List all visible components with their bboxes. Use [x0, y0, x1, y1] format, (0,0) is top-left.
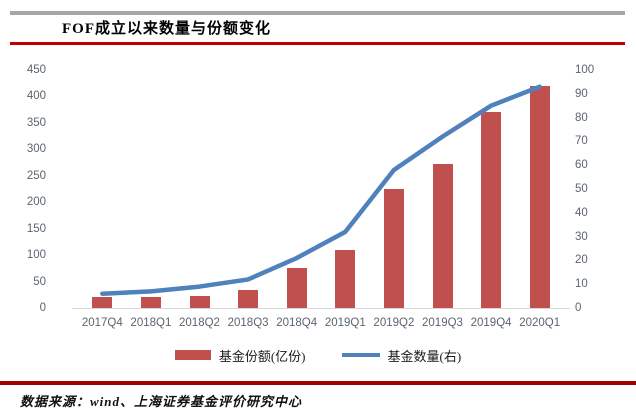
- right-axis-tick: 40: [575, 206, 588, 219]
- x-axis-tick: 2017Q4: [81, 317, 123, 329]
- left-axis-tick: 250: [26, 169, 46, 182]
- bar-2018Q1: [140, 297, 161, 308]
- left-axis-tick: 400: [26, 90, 46, 103]
- x-axis-tick: 2019Q3: [422, 317, 463, 329]
- x-axis-tick: 2018Q1: [130, 317, 172, 329]
- right-axis-tick: 0: [575, 302, 582, 314]
- x-axis-tick: 2018Q2: [179, 317, 220, 329]
- bar-2017Q4: [92, 296, 113, 308]
- right-axis-tick: 50: [575, 183, 588, 195]
- right-axis-tick: 80: [575, 111, 588, 124]
- right-axis-tick: 100: [575, 64, 595, 76]
- left-axis-tick: 150: [26, 222, 46, 235]
- left-axis-tick: 0: [39, 302, 46, 314]
- bar-2018Q3: [238, 290, 259, 308]
- x-axis-tick: 2019Q2: [373, 317, 415, 329]
- x-axis-baseline: [72, 308, 570, 309]
- right-axis-tick: 90: [575, 87, 588, 100]
- top-gray-rule: [10, 11, 625, 15]
- x-axis-tick: 2019Q4: [470, 317, 512, 329]
- x-axis-tick: 2018Q4: [276, 317, 318, 329]
- bar-2018Q2: [189, 295, 210, 308]
- chart-title: FOF成立以来数量与份额变化: [62, 21, 271, 37]
- bar-2019Q2: [383, 189, 404, 308]
- bar-2019Q3: [432, 164, 453, 308]
- line-series: [100, 84, 542, 296]
- bar-2019Q4: [481, 112, 502, 308]
- bar-2019Q1: [335, 249, 356, 308]
- line-series-swatch: [341, 353, 380, 357]
- x-axis-tick: 2020Q1: [519, 317, 561, 329]
- left-axis-tick: 450: [26, 64, 46, 76]
- bar-series-swatch: [174, 350, 211, 360]
- title-underline-rule: [10, 42, 625, 45]
- bar-series-label: 基金份额(亿份): [218, 348, 306, 364]
- left-axis-tick: 100: [26, 249, 46, 262]
- right-axis-tick: 70: [575, 135, 588, 148]
- bar-2020Q1: [529, 85, 550, 308]
- line-series-label: 基金数量(右): [387, 348, 462, 364]
- bar-2018Q4: [286, 268, 307, 308]
- x-axis-tick: 2018Q3: [227, 317, 269, 329]
- left-axis-tick: 300: [26, 143, 46, 156]
- left-axis-tick: 200: [26, 196, 46, 209]
- right-axis-tick: 10: [575, 278, 588, 291]
- right-axis-tick: 20: [575, 254, 588, 267]
- right-axis-tick: 60: [575, 159, 588, 172]
- data-source-note: 数据来源：wind、上海证券基金评价研究中心: [20, 394, 303, 409]
- left-axis-tick: 50: [33, 275, 46, 288]
- right-axis-tick: 30: [575, 230, 588, 243]
- footer-rule: [0, 381, 636, 385]
- x-axis-tick: 2019Q1: [324, 317, 366, 329]
- chart-legend: 基金份额(亿份) 基金数量(右): [0, 344, 636, 366]
- left-axis-tick: 350: [26, 116, 46, 129]
- fund-count-line: [100, 84, 542, 296]
